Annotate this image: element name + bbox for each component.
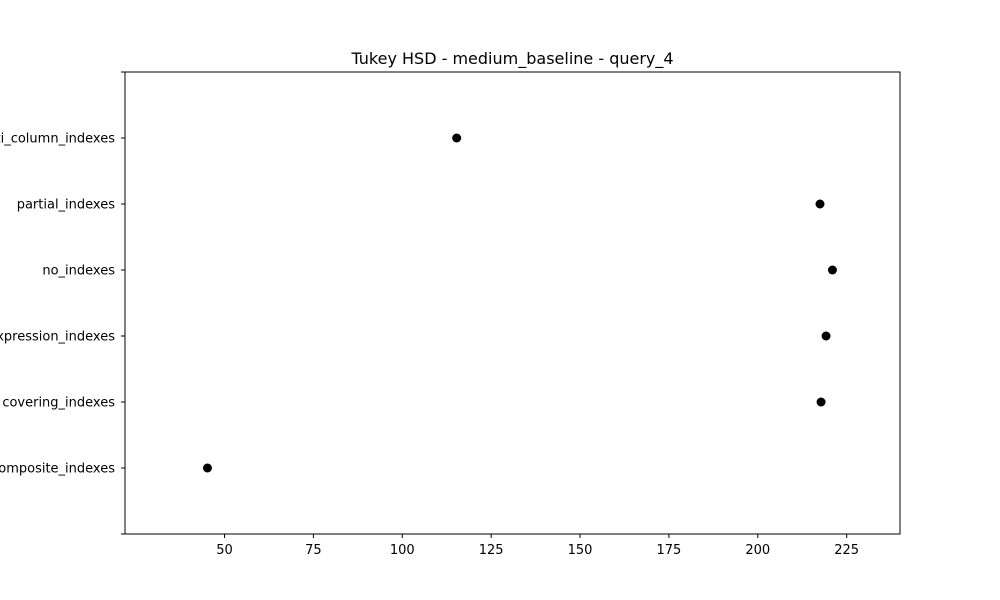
data-point <box>827 265 837 275</box>
x-tick-label: 225 <box>834 543 859 558</box>
x-tick-label: 200 <box>745 543 770 558</box>
chart-title: Tukey HSD - medium_baseline - query_4 <box>350 49 673 69</box>
data-point <box>816 397 826 407</box>
data-point <box>452 133 462 143</box>
y-tick-label: no_indexes <box>42 264 115 279</box>
data-points <box>202 133 837 473</box>
plot-area <box>124 71 901 535</box>
x-tick-label: 125 <box>479 543 504 558</box>
y-tick-label: covering_indexes <box>2 396 115 411</box>
x-tick-label: 175 <box>657 543 682 558</box>
x-axis: 50 75 100 125 150 175 200 225 <box>216 534 859 558</box>
y-axis: multi_column_indexes partial_indexes no_in… <box>0 71 125 535</box>
data-point <box>815 199 825 209</box>
x-tick-label: 50 <box>216 543 233 558</box>
x-tick-label: 150 <box>568 543 593 558</box>
data-point <box>821 331 831 341</box>
y-tick-label: composite_indexes <box>0 462 115 477</box>
x-tick-label: 75 <box>305 543 322 558</box>
y-tick-label: multi_column_indexes <box>0 132 115 147</box>
x-tick-label: 100 <box>390 543 415 558</box>
y-tick-label: expression_indexes <box>0 330 115 345</box>
y-tick-label: partial_indexes <box>17 198 116 213</box>
data-point <box>202 463 212 473</box>
